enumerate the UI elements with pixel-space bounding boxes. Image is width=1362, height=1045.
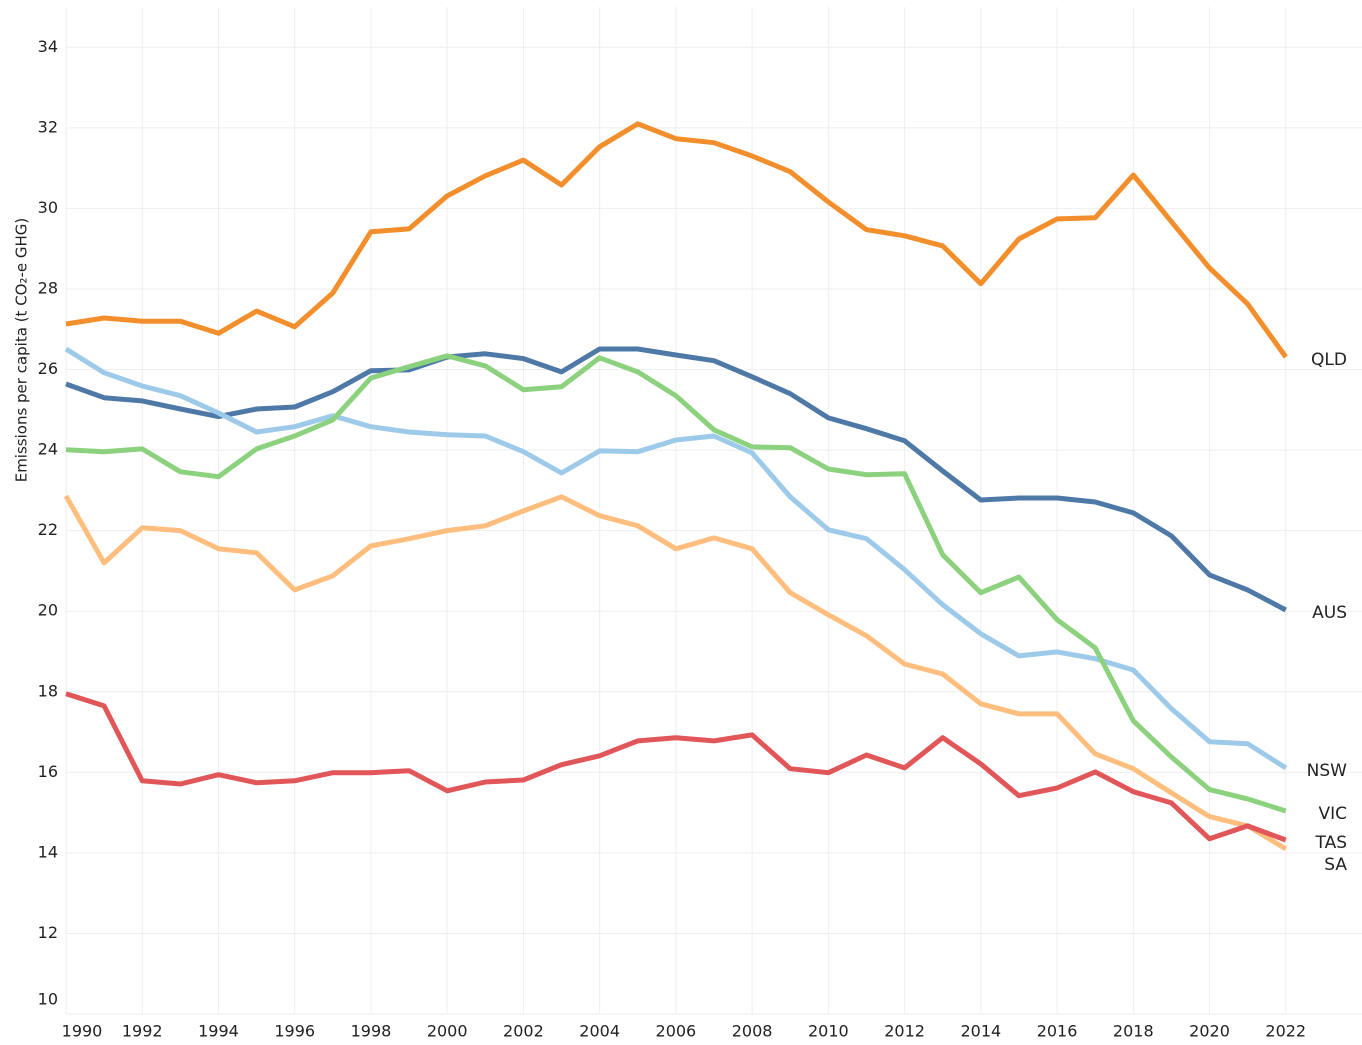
x-tick-label: 2016 <box>1037 1022 1078 1041</box>
series-label: QLD <box>1311 350 1347 370</box>
y-tick-label: 24 <box>38 440 58 459</box>
y-tick-label: 10 <box>38 990 58 1009</box>
x-tick-label: 2008 <box>732 1022 773 1041</box>
x-tick-label: 2006 <box>656 1022 697 1041</box>
y-tick-label: 14 <box>38 842 58 861</box>
y-tick-label: 20 <box>38 601 58 620</box>
series-label: VIC <box>1318 804 1347 824</box>
x-tick-label: 1990 <box>62 1022 103 1041</box>
line <box>63 494 1288 852</box>
series-label: SA <box>1324 855 1347 875</box>
x-tick-label: 2004 <box>579 1022 620 1041</box>
y-tick-label: 12 <box>38 923 58 942</box>
x-tick-label: 1996 <box>274 1022 315 1041</box>
x-tick-label: 2010 <box>808 1022 849 1041</box>
x-tick-label: 1992 <box>122 1022 163 1041</box>
line <box>65 353 1287 814</box>
line <box>65 346 1287 613</box>
x-tick-label: 2020 <box>1189 1022 1230 1041</box>
y-tick-label: 34 <box>38 37 58 56</box>
y-tick-label: 32 <box>38 117 58 136</box>
line <box>65 691 1287 843</box>
x-tick-label: 2014 <box>960 1022 1001 1041</box>
y-tick-label: 26 <box>38 359 58 378</box>
x-tick-label: 2002 <box>503 1022 544 1041</box>
x-tick-label: 2000 <box>427 1022 468 1041</box>
line <box>65 121 1288 359</box>
series-label: NSW <box>1307 761 1348 781</box>
y-tick-label: 18 <box>38 681 58 700</box>
y-tick-label: 30 <box>38 198 58 217</box>
x-tick-label: 1998 <box>351 1022 392 1041</box>
y-axis-label: Emissions per capita (t CO₂-e GHG) <box>13 218 31 483</box>
y-tick-label: 22 <box>38 520 58 539</box>
x-tick-label: 2012 <box>884 1022 925 1041</box>
y-tick-label: 16 <box>38 762 58 781</box>
x-tick-label: 1994 <box>198 1022 239 1041</box>
line <box>64 346 1288 771</box>
series-label: TAS <box>1315 833 1348 853</box>
x-tick-label: 2022 <box>1265 1022 1306 1041</box>
y-tick-label: 28 <box>38 278 58 297</box>
x-tick-label: 2018 <box>1113 1022 1154 1041</box>
series-label: AUS <box>1312 603 1347 623</box>
